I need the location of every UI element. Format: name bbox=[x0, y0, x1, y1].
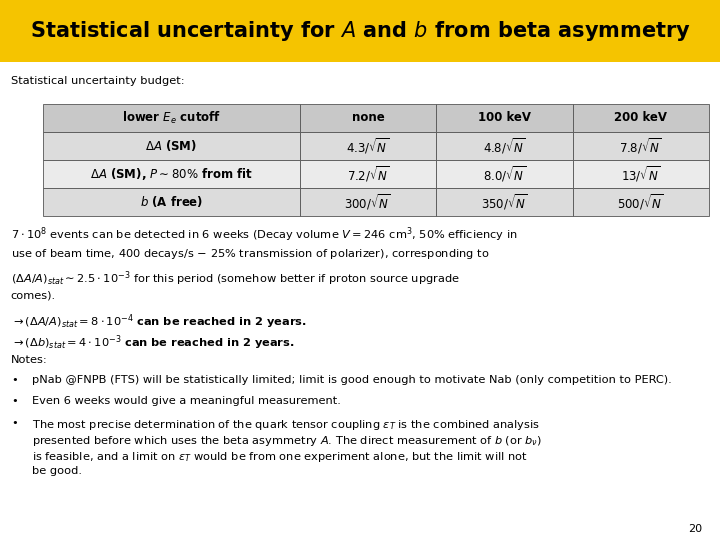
FancyBboxPatch shape bbox=[300, 188, 436, 216]
Text: 200 keV: 200 keV bbox=[614, 111, 667, 124]
Text: •: • bbox=[11, 396, 17, 407]
Text: $\rightarrow (\Delta b)_{stat} = 4 \cdot 10^{-3}$ can be reached in 2 years.: $\rightarrow (\Delta b)_{stat} = 4 \cdot… bbox=[11, 334, 294, 352]
FancyBboxPatch shape bbox=[572, 160, 709, 188]
FancyBboxPatch shape bbox=[43, 160, 300, 188]
Text: •: • bbox=[11, 375, 17, 385]
Text: $4.3/\sqrt{N}$: $4.3/\sqrt{N}$ bbox=[346, 136, 390, 156]
FancyBboxPatch shape bbox=[436, 132, 572, 160]
Text: $500/\sqrt{N}$: $500/\sqrt{N}$ bbox=[618, 192, 665, 212]
Text: use of beam time, 400 decays/s $-$ 25% transmission of polarizer), corresponding: use of beam time, 400 decays/s $-$ 25% t… bbox=[11, 247, 489, 261]
FancyBboxPatch shape bbox=[436, 188, 572, 216]
FancyBboxPatch shape bbox=[0, 0, 720, 62]
FancyBboxPatch shape bbox=[572, 132, 709, 160]
Text: lower $E_e$ cutoff: lower $E_e$ cutoff bbox=[122, 110, 221, 126]
FancyBboxPatch shape bbox=[300, 132, 436, 160]
Text: $300/\sqrt{N}$: $300/\sqrt{N}$ bbox=[344, 192, 392, 212]
Text: $350/\sqrt{N}$: $350/\sqrt{N}$ bbox=[481, 192, 528, 212]
Text: $8.0/\sqrt{N}$: $8.0/\sqrt{N}$ bbox=[483, 164, 526, 184]
Text: The most precise determination of the quark tensor coupling $\epsilon_T$ is the : The most precise determination of the qu… bbox=[32, 418, 542, 476]
FancyBboxPatch shape bbox=[300, 104, 436, 132]
Text: Even 6 weeks would give a meaningful measurement.: Even 6 weeks would give a meaningful mea… bbox=[32, 396, 341, 407]
FancyBboxPatch shape bbox=[43, 132, 300, 160]
Text: pNab @FNPB (FTS) will be statistically limited; limit is good enough to motivate: pNab @FNPB (FTS) will be statistically l… bbox=[32, 375, 672, 385]
Text: Statistical uncertainty for $\mathit{A}$ and $\mathit{b}$ from beta asymmetry: Statistical uncertainty for $\mathit{A}$… bbox=[30, 19, 690, 43]
FancyBboxPatch shape bbox=[436, 160, 572, 188]
Text: comes).: comes). bbox=[11, 291, 56, 301]
Text: $13/\sqrt{N}$: $13/\sqrt{N}$ bbox=[621, 164, 661, 184]
Text: Statistical uncertainty budget:: Statistical uncertainty budget: bbox=[11, 76, 184, 86]
FancyBboxPatch shape bbox=[300, 160, 436, 188]
Text: $\Delta A$ (SM), $P \sim 80\%$ from fit: $\Delta A$ (SM), $P \sim 80\%$ from fit bbox=[90, 166, 253, 182]
Text: $7.2/\sqrt{N}$: $7.2/\sqrt{N}$ bbox=[346, 164, 390, 184]
FancyBboxPatch shape bbox=[436, 104, 572, 132]
FancyBboxPatch shape bbox=[43, 104, 300, 132]
Text: $\mathbf{\mathit{b}}$ (A free): $\mathbf{\mathit{b}}$ (A free) bbox=[140, 194, 203, 210]
FancyBboxPatch shape bbox=[572, 188, 709, 216]
Text: •: • bbox=[11, 418, 17, 428]
Text: $\rightarrow (\Delta A/A)_{stat} = 8 \cdot 10^{-4}$ can be reached in 2 years.: $\rightarrow (\Delta A/A)_{stat} = 8 \cd… bbox=[11, 312, 307, 330]
Text: $7.8/\sqrt{N}$: $7.8/\sqrt{N}$ bbox=[619, 136, 662, 156]
Text: none: none bbox=[351, 111, 384, 124]
FancyBboxPatch shape bbox=[43, 188, 300, 216]
Text: 100 keV: 100 keV bbox=[478, 111, 531, 124]
Text: 20: 20 bbox=[688, 523, 702, 534]
Text: $4.8/\sqrt{N}$: $4.8/\sqrt{N}$ bbox=[483, 136, 526, 156]
Text: $\Delta A$ (SM): $\Delta A$ (SM) bbox=[145, 138, 197, 153]
FancyBboxPatch shape bbox=[572, 104, 709, 132]
Text: $7 \cdot 10^8$ events can be detected in 6 weeks (Decay volume $V = 246$ cm$^3$,: $7 \cdot 10^8$ events can be detected in… bbox=[11, 226, 517, 244]
Text: $(\Delta A/A)_{stat} \sim 2.5 \cdot 10^{-3}$ for this period (somehow better if : $(\Delta A/A)_{stat} \sim 2.5 \cdot 10^{… bbox=[11, 269, 460, 287]
Text: Notes:: Notes: bbox=[11, 355, 48, 366]
